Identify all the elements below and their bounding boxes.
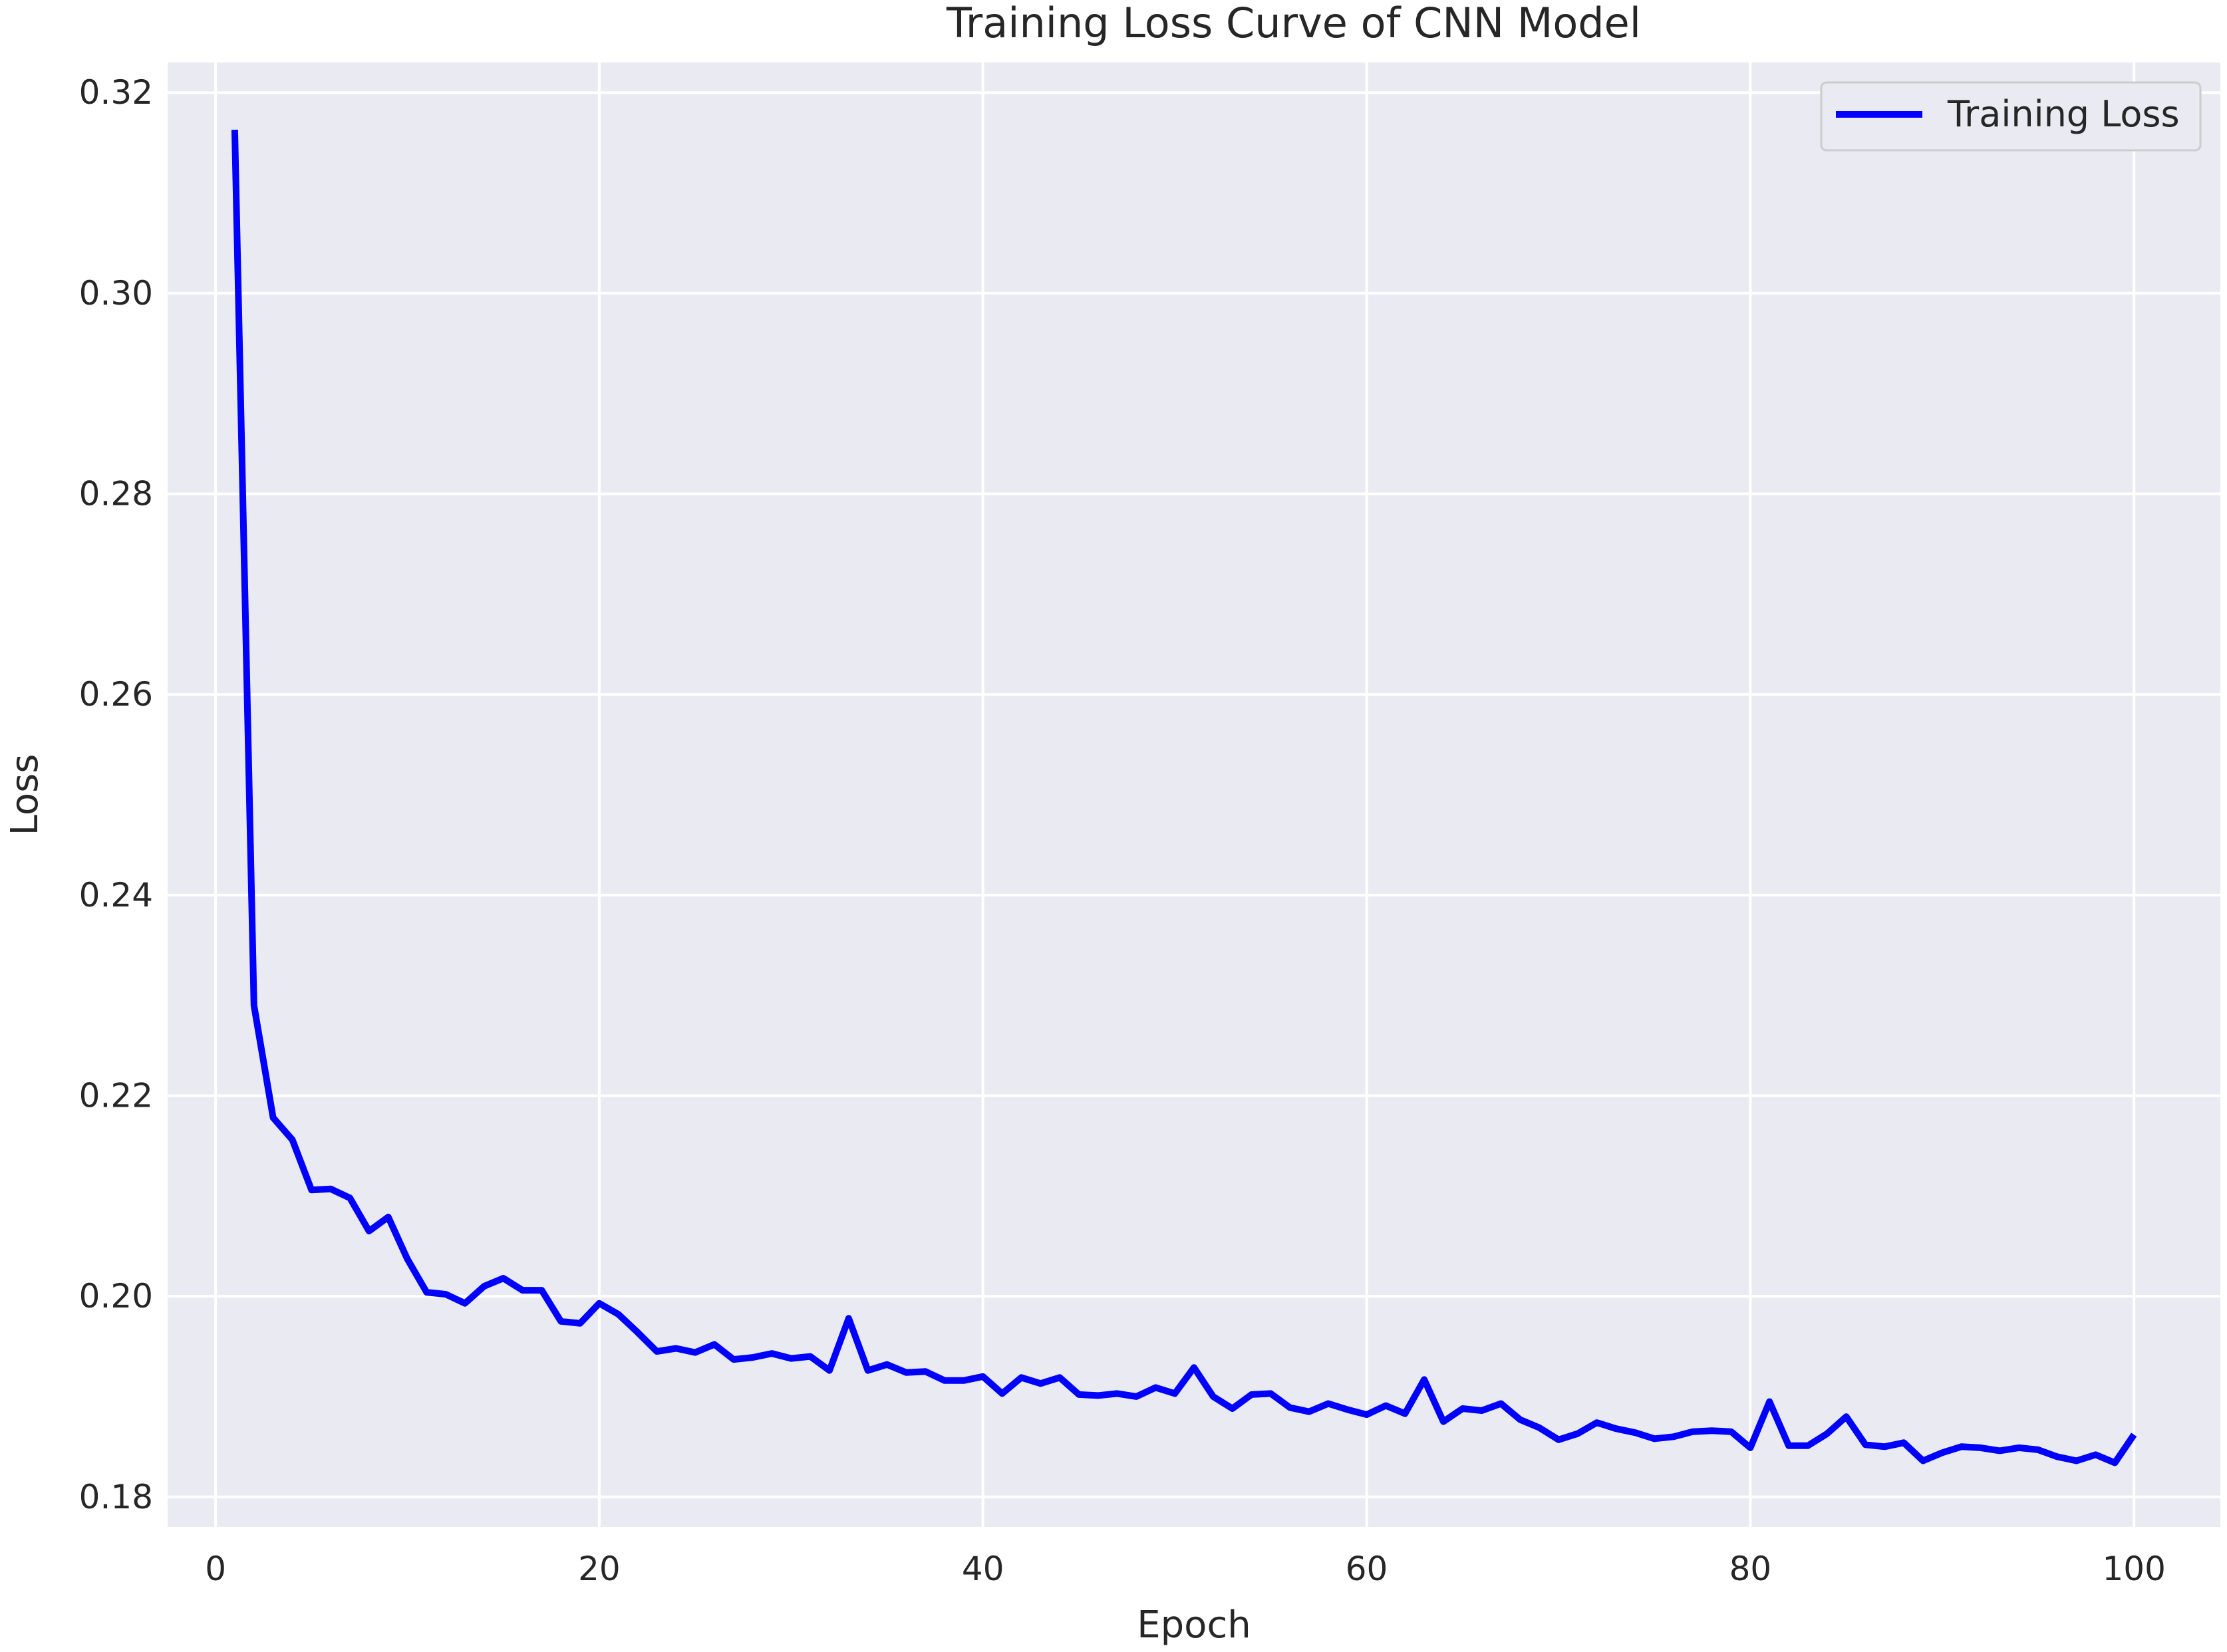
x-tick-label: 80 <box>1729 1550 1772 1588</box>
legend-label-training-loss: Training Loss <box>1947 93 2180 135</box>
y-tick-label: 0.22 <box>79 1076 153 1115</box>
y-tick-label: 0.30 <box>79 274 153 313</box>
x-tick-labels: 0 20 40 60 80 100 <box>205 1550 2166 1588</box>
legend-box <box>1820 81 2202 152</box>
y-tick-label: 0.20 <box>79 1277 153 1315</box>
y-tick-label: 0.32 <box>79 73 153 112</box>
x-tick-label: 20 <box>578 1550 621 1588</box>
x-tick-label: 100 <box>2102 1550 2165 1588</box>
series-layer <box>231 129 2137 1466</box>
y-tick-labels: 0.18 0.20 0.22 0.24 0.26 0.28 0.30 0.32 <box>79 73 153 1516</box>
y-tick-label: 0.26 <box>79 675 153 714</box>
x-tick-label: 40 <box>962 1550 1004 1588</box>
series-line-training-loss <box>231 129 2137 1466</box>
y-tick-label: 0.28 <box>79 475 153 513</box>
y-tick-label: 0.24 <box>79 876 153 914</box>
x-tick-label: 0 <box>205 1550 226 1588</box>
y-tick-label: 0.18 <box>79 1478 153 1516</box>
plot-background <box>168 63 2220 1527</box>
legend: Training Loss <box>1820 81 2202 152</box>
y-axis-label: Loss <box>3 754 47 836</box>
chart-title: Training Loss Curve of CNN Model <box>946 0 1641 47</box>
x-tick-label: 60 <box>1346 1550 1388 1588</box>
x-axis-label: Epoch <box>1137 1603 1251 1647</box>
